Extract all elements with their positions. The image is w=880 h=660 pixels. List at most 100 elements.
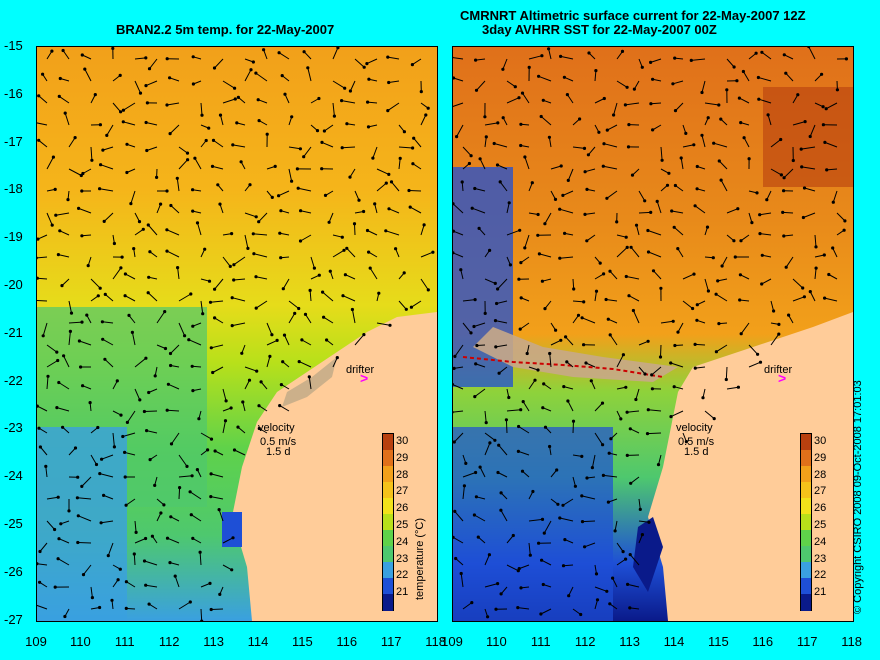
y-tick-label: -18 bbox=[4, 181, 23, 197]
current-vector bbox=[650, 58, 662, 63]
current-vector bbox=[112, 102, 121, 113]
current-vector bbox=[300, 210, 312, 214]
current-vector-head bbox=[501, 67, 505, 71]
current-vector-head bbox=[601, 473, 605, 477]
current-vector-head bbox=[63, 614, 67, 619]
current-vector bbox=[455, 558, 464, 566]
current-vector bbox=[266, 356, 271, 368]
current-vector bbox=[582, 520, 596, 523]
current-vector-head bbox=[185, 464, 189, 468]
current-vector bbox=[178, 159, 188, 170]
current-vector bbox=[518, 450, 530, 456]
current-vector-head bbox=[739, 239, 743, 243]
current-vector bbox=[112, 267, 122, 280]
current-vector-head bbox=[208, 581, 212, 586]
current-vector bbox=[528, 518, 543, 522]
current-vector bbox=[168, 383, 180, 390]
current-vector bbox=[759, 233, 772, 236]
current-vector-head bbox=[801, 286, 805, 290]
current-vector-head bbox=[155, 175, 159, 179]
current-vector-head bbox=[144, 84, 148, 88]
current-vector bbox=[651, 366, 662, 376]
current-vector bbox=[233, 256, 246, 266]
current-vector-head bbox=[672, 225, 676, 229]
current-vector-head bbox=[123, 450, 127, 454]
current-vector-head bbox=[73, 136, 77, 140]
current-vector-head bbox=[611, 576, 615, 580]
current-vector bbox=[652, 124, 662, 131]
current-vector-head bbox=[207, 279, 212, 283]
current-vector-head bbox=[37, 237, 40, 241]
current-vector-head bbox=[820, 72, 824, 76]
current-vector-head bbox=[293, 311, 297, 315]
current-vector bbox=[506, 80, 516, 88]
current-vector bbox=[244, 379, 250, 390]
colorbar-segment bbox=[801, 482, 811, 499]
current-vector bbox=[761, 278, 772, 285]
current-vector-head bbox=[165, 189, 169, 193]
current-vector-head bbox=[138, 91, 143, 95]
current-vector bbox=[145, 122, 158, 126]
current-vector bbox=[211, 608, 224, 610]
current-vector bbox=[169, 77, 180, 82]
current-vector bbox=[453, 102, 464, 107]
current-vector-head bbox=[692, 272, 696, 276]
current-vector bbox=[387, 102, 400, 112]
current-vector-head bbox=[497, 443, 501, 447]
current-vector-head bbox=[343, 273, 347, 277]
current-vector-head bbox=[566, 178, 570, 182]
current-vector bbox=[90, 586, 93, 598]
current-vector bbox=[279, 405, 290, 412]
current-vector bbox=[387, 56, 400, 60]
current-vector-head bbox=[517, 96, 521, 100]
current-vector-head bbox=[628, 606, 632, 610]
current-vector-head bbox=[540, 54, 544, 58]
y-tick-label: -27 bbox=[4, 611, 23, 627]
current-vector bbox=[484, 122, 498, 126]
current-vector-head bbox=[659, 286, 663, 290]
current-vector bbox=[572, 278, 575, 290]
current-vector bbox=[824, 141, 838, 148]
current-vector-head bbox=[650, 373, 654, 377]
y-tick-label: -16 bbox=[4, 85, 23, 101]
current-vector bbox=[761, 51, 772, 60]
current-vector-head bbox=[807, 47, 811, 49]
current-vector bbox=[58, 538, 70, 544]
current-vector-head bbox=[548, 444, 552, 449]
current-vector-head bbox=[191, 324, 195, 328]
current-vector bbox=[785, 256, 794, 268]
current-vector-head bbox=[367, 77, 371, 81]
current-vector-head bbox=[240, 351, 244, 355]
colorbar-tick: 23 bbox=[814, 552, 827, 565]
current-vector-head bbox=[134, 530, 138, 534]
left-panel-title: BRAN2.2 5m temp. for 22-May-2007 bbox=[116, 22, 335, 37]
current-vector-head bbox=[308, 288, 312, 292]
current-vector bbox=[38, 139, 48, 148]
current-vector-head bbox=[162, 503, 166, 507]
current-vector bbox=[354, 58, 365, 68]
current-vector-head bbox=[558, 516, 562, 520]
current-vector-head bbox=[88, 401, 92, 405]
current-vector-head bbox=[388, 323, 392, 327]
current-vector-head bbox=[493, 281, 497, 285]
current-vector-head bbox=[572, 287, 576, 291]
current-vector-head bbox=[513, 85, 517, 89]
current-vector bbox=[376, 182, 387, 192]
current-vector-head bbox=[475, 343, 479, 348]
current-vector-head bbox=[165, 103, 169, 107]
current-vector-head bbox=[80, 234, 84, 238]
current-vector bbox=[453, 203, 464, 214]
current-vector bbox=[253, 253, 268, 258]
current-vector-head bbox=[474, 470, 478, 475]
current-vector bbox=[126, 410, 136, 423]
current-vector bbox=[78, 207, 92, 214]
current-vector-head bbox=[724, 377, 728, 382]
current-vector bbox=[68, 321, 83, 324]
current-vector-head bbox=[277, 51, 281, 55]
current-vector-head bbox=[121, 120, 125, 124]
colorbar-segment bbox=[801, 530, 811, 547]
current-vector-head bbox=[100, 457, 104, 461]
current-vector bbox=[782, 211, 794, 214]
current-vector-head bbox=[55, 406, 59, 410]
current-vector bbox=[200, 102, 203, 116]
